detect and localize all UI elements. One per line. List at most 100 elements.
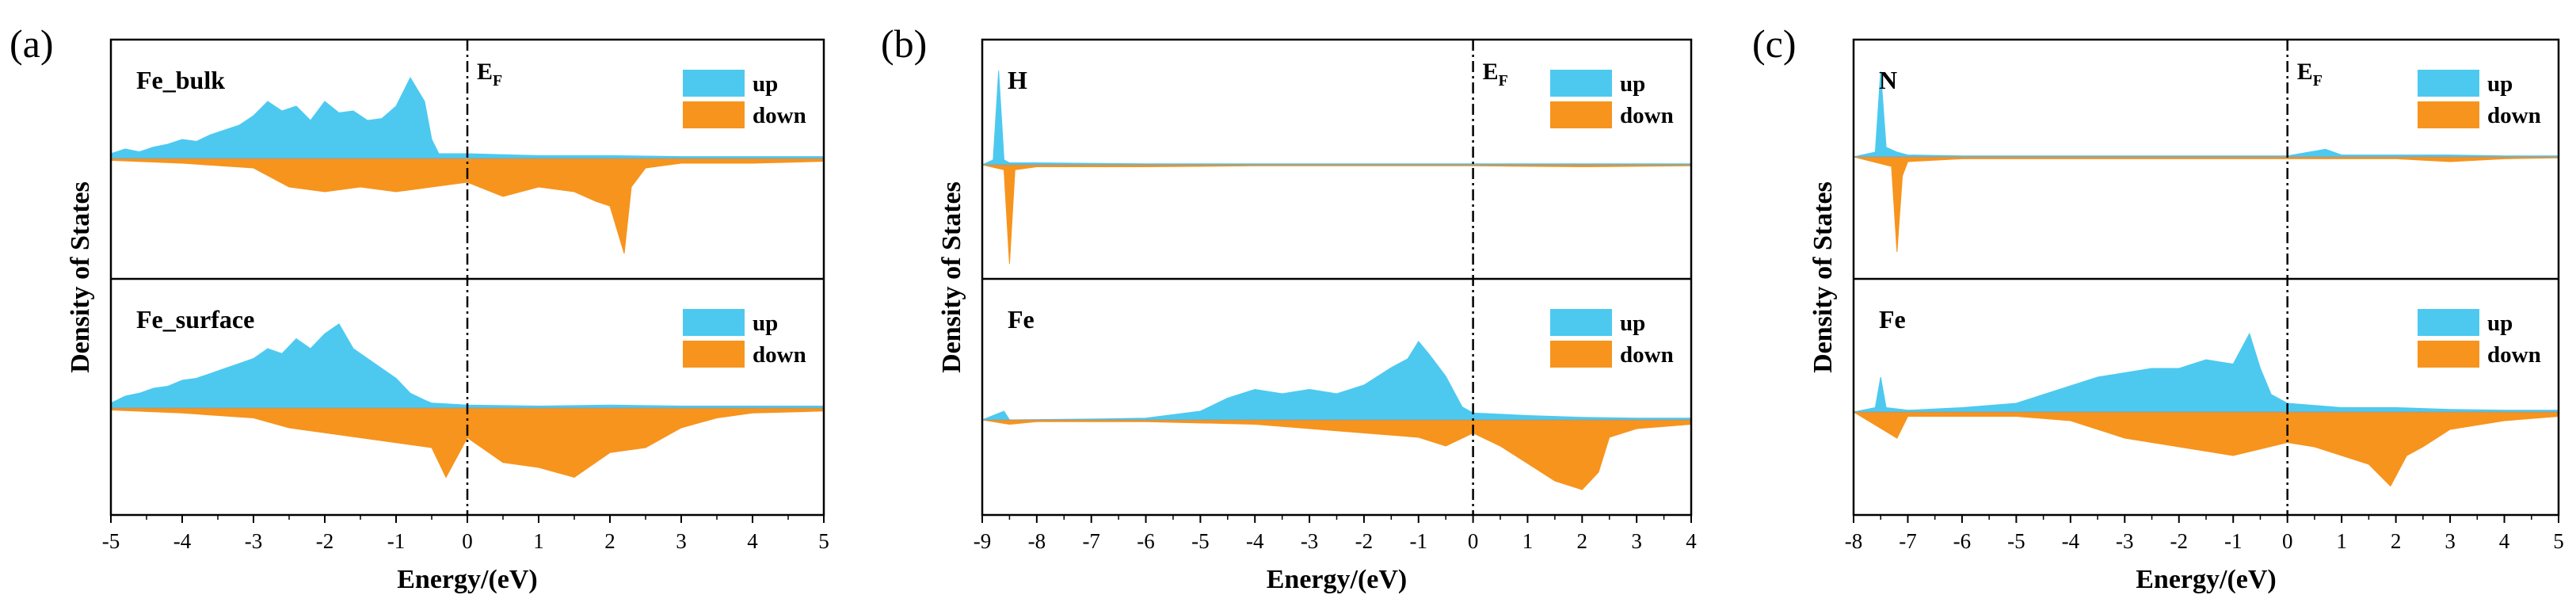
panel-1: (b) H up down Fe up down EF -9 -8 -7 -6 -5 -4 -3 -2 -1 0 1… (881, 21, 1697, 594)
x-tick-label: 0 (2282, 529, 2293, 553)
dos-down-area (110, 407, 825, 479)
dos-down-area (1853, 156, 2559, 253)
x-tick-label: -5 (102, 529, 120, 553)
legend-label-down: down (2487, 103, 2541, 128)
legend-label-up: up (2487, 311, 2513, 336)
x-tick-label: 3 (1631, 529, 1642, 553)
legend-swatch-up (683, 309, 745, 336)
x-tick-label: 2 (604, 529, 615, 553)
dos-up-area (1853, 332, 2559, 413)
x-tick-label: 1 (1522, 529, 1534, 553)
legend-label-down: down (2487, 342, 2541, 368)
x-tick-label: -3 (1301, 529, 1319, 553)
fermi-label: EF (1483, 59, 1508, 90)
legend-swatch-down (683, 101, 745, 128)
x-tick-label: 2 (1577, 529, 1588, 553)
subplot-fe: Fe up down (1852, 305, 2559, 487)
legend-swatch-up (2418, 70, 2479, 97)
subplot-fe: Fe up down (981, 305, 1692, 490)
x-tick-label: 4 (747, 529, 758, 553)
x-tick-label: 0 (462, 529, 473, 553)
x-tick-label: 3 (2445, 529, 2456, 553)
panel-label: (a) (10, 21, 54, 66)
legend-swatch-up (683, 70, 745, 97)
legend-label-down: down (753, 342, 806, 368)
dos-down-area (981, 419, 1692, 490)
x-tick-label: 3 (676, 529, 687, 553)
x-tick-label: -8 (1845, 529, 1863, 553)
subplot-name: N (1879, 66, 1897, 94)
subplot-name: Fe (1879, 305, 1906, 334)
dos-up-area (981, 341, 1692, 421)
legend-swatch-down (683, 341, 745, 368)
subplot-name: H (1008, 66, 1027, 94)
x-tick-label: -1 (387, 529, 406, 553)
legend-swatch-down (2418, 341, 2479, 368)
dos-up-area (981, 71, 1692, 166)
x-tick-label: -9 (974, 529, 992, 553)
fermi-label-subscript: F (493, 72, 502, 90)
panel-label: (b) (881, 21, 927, 66)
x-axis-label: Energy/(eV) (1267, 565, 1408, 594)
x-tick-label: 5 (818, 529, 829, 553)
subplot-name: Fe (1008, 305, 1035, 334)
legend-label-down: down (753, 103, 806, 128)
x-tick-label: -7 (1082, 529, 1100, 553)
legend-label-up: up (753, 311, 778, 336)
legend-label-up: up (753, 71, 778, 97)
dos-down-area (981, 164, 1692, 265)
x-tick-label: -5 (1191, 529, 1210, 553)
x-tick-label: 1 (2336, 529, 2347, 553)
legend-swatch-up (2418, 309, 2479, 336)
subplot-fe_surface: Fe_surface up down (110, 305, 825, 479)
x-tick-label: -4 (2062, 529, 2080, 553)
fermi-label-subscript: F (1499, 72, 1508, 90)
x-tick-label: 4 (1686, 529, 1697, 553)
x-tick-label: -2 (1355, 529, 1374, 553)
fermi-label: EF (477, 59, 502, 90)
subplot-name: Fe_bulk (136, 66, 225, 94)
x-tick-label: -2 (316, 529, 334, 553)
fermi-label-subscript: F (2313, 72, 2323, 90)
legend-swatch-up (1550, 309, 1612, 336)
dos-down-area (1852, 411, 2559, 487)
dos-up-area (1853, 71, 2559, 158)
x-tick-label: -6 (1953, 529, 1972, 553)
x-axis-label: Energy/(eV) (2136, 565, 2277, 594)
x-tick-label: -2 (2170, 529, 2189, 553)
x-tick-label: 4 (2499, 529, 2510, 553)
x-tick-label: -1 (1410, 529, 1428, 553)
legend-swatch-up (1550, 70, 1612, 97)
legend-label-up: up (1620, 311, 1645, 336)
x-axis-label: Energy/(eV) (397, 565, 538, 594)
legend-swatch-down (2418, 101, 2479, 128)
x-tick-label: -3 (245, 529, 263, 553)
panel-2: (c) N up down Fe up down EF -8 -7 -6 -5 -4 -3 -2 -1 0 1 2 3… (1752, 21, 2564, 594)
legend-swatch-down (1550, 101, 1612, 128)
legend-swatch-down (1550, 341, 1612, 368)
legend-label-up: up (2487, 71, 2513, 97)
y-axis-label: Density of States (937, 181, 966, 373)
legend-label-down: down (1620, 342, 1674, 368)
x-tick-label: -6 (1137, 529, 1155, 553)
fermi-label: EF (2297, 59, 2323, 90)
legend-label-down: down (1620, 103, 1674, 128)
x-tick-label: -1 (2224, 529, 2243, 553)
x-tick-label: -5 (2007, 529, 2025, 553)
x-tick-label: -4 (1246, 529, 1264, 553)
x-tick-label: -4 (173, 529, 192, 553)
legend-label-up: up (1620, 71, 1645, 97)
subplot-fe_bulk: Fe_bulk up down (110, 66, 825, 254)
subplot-name: Fe_surface (136, 305, 254, 334)
x-tick-label: 2 (2391, 529, 2402, 553)
dos-down-area (110, 158, 825, 254)
x-tick-label: 5 (2553, 529, 2564, 553)
dos-up-area (110, 323, 825, 409)
panel-label: (c) (1752, 21, 1797, 66)
x-tick-label: -8 (1028, 529, 1046, 553)
dos-up-area (110, 76, 825, 159)
